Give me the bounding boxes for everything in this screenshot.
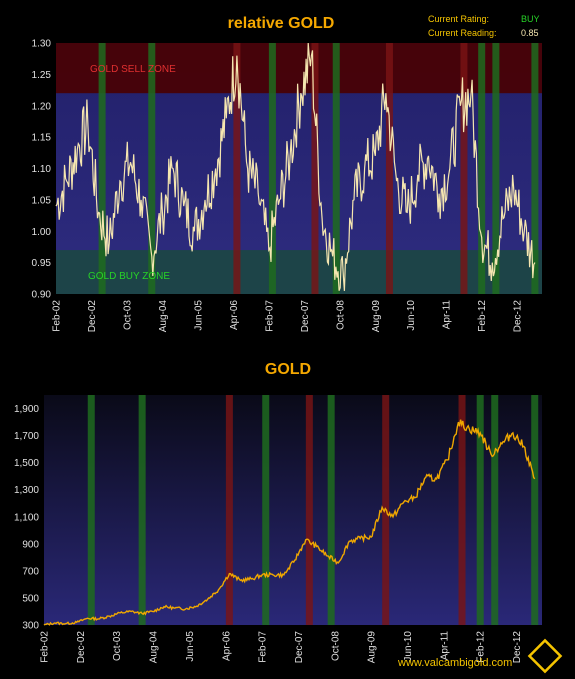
y-tick-label: 300 xyxy=(22,621,39,632)
relative-y-axis: 1.30 1.25 1.20 1.15 1.10 1.05 1.00 0.95 0.90 xyxy=(32,39,52,301)
buy-signal-bar xyxy=(478,43,486,294)
relative-x-axis: Feb-02 Dec-02 Oct-03 Aug-04 Jun-05 Apr-06 Feb-… xyxy=(52,300,524,333)
y-tick-label: 1.30 xyxy=(32,39,52,50)
x-tick-label: Jun-05 xyxy=(185,631,196,662)
sell-signal-bar xyxy=(458,395,466,625)
buy-signal-bar xyxy=(491,395,499,625)
buy-signal-bar xyxy=(531,395,539,625)
x-tick-label: Feb-02 xyxy=(52,300,63,332)
gold-plot-background xyxy=(44,395,542,625)
sell-signal-bar xyxy=(225,395,233,625)
relative-gold-panel: 1.30 1.25 1.20 1.15 1.10 1.05 1.00 0.95 0.90 Feb… xyxy=(32,15,542,332)
x-tick-label: Oct-08 xyxy=(335,300,346,330)
relative-gold-line xyxy=(55,42,536,291)
gold-x-axis: Feb-02 Dec-02 Oct-03 Aug-04 Jun-05 Apr-06 Feb-… xyxy=(40,631,524,664)
sell-signal-bar xyxy=(460,43,468,294)
sell-signal-bar xyxy=(233,43,241,294)
buy-signal-bar xyxy=(138,395,146,625)
relative-signal-bars xyxy=(98,43,539,294)
y-tick-label: 1,100 xyxy=(14,512,39,523)
diamond-logo-icon xyxy=(527,638,563,674)
buy-zone-label: GOLD BUY ZONE xyxy=(88,271,170,282)
x-tick-label: Feb-07 xyxy=(258,631,269,663)
x-tick-label: Aug-04 xyxy=(149,631,160,664)
buy-signal-bar xyxy=(531,43,539,294)
x-tick-label: Aug-09 xyxy=(371,300,382,333)
buy-signal-bar xyxy=(87,395,95,625)
gold-y-axis: 1,900 1,700 1,500 1,300 1,100 900 700 500 300 xyxy=(14,404,39,631)
x-tick-label: Dec-02 xyxy=(76,631,87,664)
x-tick-label: Dec-12 xyxy=(513,300,524,333)
x-tick-label: Jun-10 xyxy=(403,631,414,662)
buy-signal-bar xyxy=(332,43,340,294)
x-tick-label: Jun-05 xyxy=(193,300,204,331)
status-box: Current Rating: BUY Current Reading: 0.8… xyxy=(428,14,540,38)
y-tick-label: 700 xyxy=(22,566,39,577)
y-tick-label: 1.05 xyxy=(32,195,52,206)
x-tick-label: Oct-03 xyxy=(122,300,133,330)
buy-signal-bar xyxy=(492,43,500,294)
x-tick-label: Feb-12 xyxy=(477,300,488,332)
y-tick-label: 1.20 xyxy=(32,101,52,112)
y-tick-label: 1,900 xyxy=(14,404,39,415)
x-tick-label: Oct-08 xyxy=(330,631,341,661)
x-tick-label: Dec-02 xyxy=(87,300,98,333)
gold-price-line xyxy=(43,419,536,626)
x-tick-label: Oct-03 xyxy=(112,631,123,661)
x-tick-label: Dec-07 xyxy=(294,631,305,664)
y-tick-label: 1.00 xyxy=(32,227,52,238)
y-tick-label: 1.15 xyxy=(32,133,52,144)
y-tick-label: 0.95 xyxy=(32,258,52,269)
x-tick-label: Aug-09 xyxy=(367,631,378,664)
sell-zone-label: GOLD SELL ZONE xyxy=(90,64,176,75)
y-tick-label: 1,700 xyxy=(14,431,39,442)
x-tick-label: Jun-10 xyxy=(406,300,417,331)
relative-gold-title: relative GOLD xyxy=(228,15,335,32)
buy-signal-bar xyxy=(262,395,270,625)
x-tick-label: Apr-11 xyxy=(442,300,453,330)
buy-signal-bar xyxy=(98,43,106,294)
x-tick-label: Apr-11 xyxy=(439,631,450,661)
buy-signal-bar xyxy=(268,43,276,294)
sell-signal-bar xyxy=(385,43,393,294)
y-tick-label: 1,300 xyxy=(14,485,39,496)
sell-signal-bar xyxy=(305,395,313,625)
y-tick-label: 1.10 xyxy=(32,164,52,175)
y-tick-label: 1,500 xyxy=(14,458,39,469)
y-tick-label: 500 xyxy=(22,593,39,604)
buy-signal-bar xyxy=(148,43,156,294)
buy-signal-bar xyxy=(327,395,335,625)
x-tick-label: Feb-12 xyxy=(476,631,487,663)
reading-label: Current Reading: xyxy=(428,28,497,38)
x-tick-label: Apr-06 xyxy=(221,631,232,661)
rating-value: BUY xyxy=(521,14,540,24)
buy-signal-bar xyxy=(476,395,484,625)
gold-title: GOLD xyxy=(265,361,311,378)
x-tick-label: Feb-07 xyxy=(264,300,275,332)
footer-url[interactable]: www.valcambigold.com xyxy=(397,657,512,669)
gold-panel: 1,900 1,700 1,500 1,300 1,100 900 700 500 300 Fe… xyxy=(14,361,542,663)
x-tick-label: Dec-12 xyxy=(512,631,523,664)
sell-signal-bar xyxy=(311,43,319,294)
x-tick-label: Apr-06 xyxy=(229,300,240,330)
y-tick-label: 0.90 xyxy=(32,290,52,301)
y-tick-label: 900 xyxy=(22,539,39,550)
x-tick-label: Feb-02 xyxy=(40,631,51,663)
x-tick-label: Aug-04 xyxy=(158,300,169,333)
y-tick-label: 1.25 xyxy=(32,70,52,81)
x-tick-label: Dec-07 xyxy=(300,300,311,333)
rating-label: Current Rating: xyxy=(428,14,489,24)
reading-value: 0.85 xyxy=(521,28,539,38)
